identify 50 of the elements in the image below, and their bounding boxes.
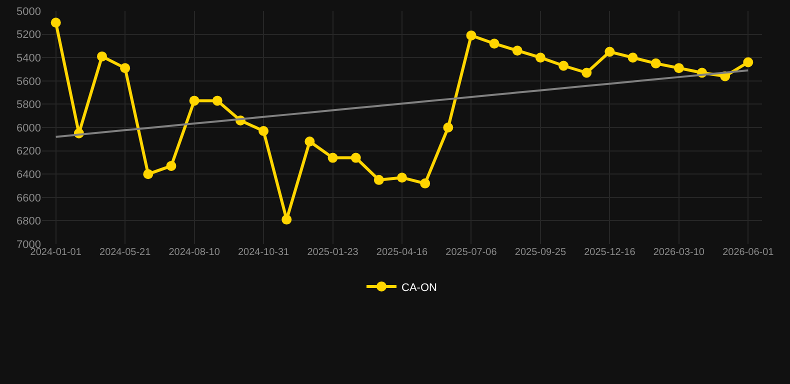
point xyxy=(328,152,338,163)
point xyxy=(143,169,154,180)
point xyxy=(374,174,384,185)
point xyxy=(166,160,176,171)
x-tick-label: 2026-03-10 xyxy=(653,247,705,258)
y-tick-label: 5400 xyxy=(16,52,41,64)
point xyxy=(558,60,569,71)
x-tick-label: 2024-10-31 xyxy=(238,247,290,258)
x-tick-label: 2024-08-10 xyxy=(168,247,220,258)
y-tick-label: 6200 xyxy=(16,146,41,158)
point xyxy=(466,30,476,40)
point xyxy=(628,52,638,63)
point xyxy=(50,18,61,28)
point xyxy=(304,136,315,146)
point xyxy=(420,178,430,188)
point xyxy=(443,122,454,132)
point xyxy=(674,63,684,74)
y-tick-label: 6800 xyxy=(16,216,41,228)
point xyxy=(604,46,615,57)
point xyxy=(489,38,500,49)
point xyxy=(582,68,592,78)
point xyxy=(397,172,407,183)
x-tick-label: 2025-04-16 xyxy=(376,247,428,258)
point xyxy=(258,126,269,136)
point xyxy=(650,58,661,68)
y-tick-label: 6400 xyxy=(16,168,41,181)
x-tick-label: 2024-05-21 xyxy=(100,247,152,258)
point xyxy=(189,96,200,106)
line-series xyxy=(54,69,750,138)
x-tick-label: 2025-09-25 xyxy=(514,247,566,258)
y-tick-label: 5600 xyxy=(16,76,41,88)
point xyxy=(120,63,130,74)
y-tick-label: 5800 xyxy=(16,99,41,112)
point xyxy=(212,96,222,106)
point xyxy=(282,214,292,225)
point xyxy=(350,152,361,163)
legend-label: CA-ON xyxy=(402,282,437,294)
point xyxy=(512,46,522,56)
y-tick-label: 5000 xyxy=(16,6,41,18)
y-tick-label: 6000 xyxy=(16,122,41,134)
point xyxy=(97,51,107,62)
y-tick-label: 6600 xyxy=(16,192,41,204)
x-tick-label: 2025-07-06 xyxy=(446,247,498,258)
point xyxy=(535,52,546,63)
y-tick-label: 5200 xyxy=(16,29,41,42)
point xyxy=(743,57,754,68)
x-tick-label: 2026-06-01 xyxy=(722,247,774,258)
x-tick-label: 2025-12-16 xyxy=(584,247,636,258)
x-tick-label: 2025-01-23 xyxy=(307,247,359,258)
x-tick-label: 2024-01-01 xyxy=(30,247,82,258)
